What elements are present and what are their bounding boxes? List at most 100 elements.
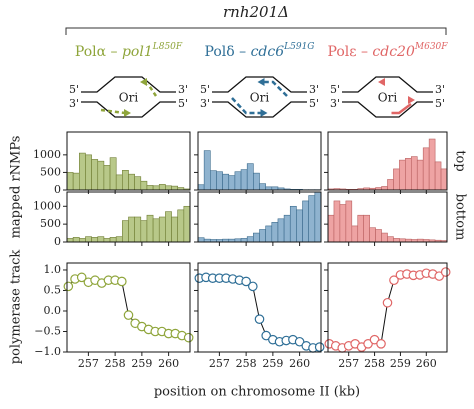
bar	[246, 163, 254, 191]
track-point	[63, 281, 74, 292]
arrow	[231, 97, 262, 115]
bar	[146, 214, 154, 243]
bar	[122, 170, 129, 191]
y-tick-label: 0.0	[44, 304, 62, 317]
title-prefix: Polε –	[327, 44, 372, 60]
title-allele: L591G	[283, 42, 314, 52]
bar	[115, 174, 123, 191]
bar	[393, 168, 400, 191]
bar	[387, 236, 394, 243]
bar	[428, 138, 436, 191]
bar	[171, 185, 179, 191]
bar	[422, 147, 430, 191]
bar	[152, 218, 160, 243]
bar	[134, 216, 142, 243]
bar	[85, 154, 92, 191]
strand	[342, 101, 433, 118]
strand	[81, 76, 176, 93]
bar	[146, 185, 154, 191]
track-point	[314, 342, 325, 352]
title-gene: cdc20	[372, 44, 415, 60]
track-point	[248, 281, 258, 292]
title-gene: cdc6	[251, 44, 285, 60]
x-label: position on chromosome II (kb)	[154, 385, 360, 400]
title-gene: pol1	[122, 44, 153, 60]
strand-end: 5'	[330, 83, 340, 96]
figure-title: rnh201Δ	[223, 3, 289, 21]
bar	[183, 205, 191, 243]
y-tick-label: 1000	[33, 148, 61, 161]
bar	[240, 238, 248, 243]
bar	[97, 236, 105, 243]
arrow	[263, 80, 288, 97]
x-tick-label: 259	[131, 357, 152, 370]
arrow-head	[124, 109, 131, 117]
bar	[122, 220, 129, 243]
bar	[234, 171, 242, 191]
y-tick-label: 1000	[33, 199, 61, 212]
panel-frame	[197, 191, 322, 243]
track-point	[241, 276, 251, 287]
bar	[128, 173, 135, 191]
y-tick-label: 500	[40, 165, 61, 178]
panel-frame	[66, 131, 191, 191]
bar	[158, 216, 166, 243]
track-line	[329, 271, 446, 349]
strand-end: 3'	[178, 83, 188, 96]
bar	[327, 214, 335, 243]
x-tick-label: 259	[262, 357, 283, 370]
y-label: mapped rNMPs	[9, 136, 24, 239]
track-point	[183, 332, 194, 343]
bar	[216, 171, 223, 191]
bar	[134, 176, 142, 191]
bar	[140, 180, 148, 191]
y-tick-label: 1.0	[44, 263, 62, 276]
panel-frame	[197, 262, 322, 353]
bar	[410, 156, 418, 191]
arrow-head	[378, 78, 385, 86]
panel-frame	[327, 131, 448, 191]
arrow-head	[257, 78, 265, 86]
bar	[246, 236, 254, 243]
strand-end: 3'	[69, 97, 79, 110]
bar	[434, 161, 442, 191]
x-tick-label: 260	[416, 357, 437, 370]
panel-frame	[197, 131, 322, 191]
bar	[210, 170, 217, 191]
strand-end: 3'	[200, 97, 210, 110]
bar	[405, 158, 412, 191]
strand-end: 3'	[309, 83, 319, 96]
x-tick-label: 259	[390, 357, 411, 370]
bar	[203, 150, 211, 191]
bar	[66, 238, 74, 243]
arrow	[100, 108, 126, 115]
bar	[357, 214, 364, 243]
y-label: polymerase track	[9, 250, 24, 365]
bar	[158, 184, 166, 191]
bar	[253, 172, 260, 191]
bar	[165, 185, 172, 191]
track-point	[76, 272, 87, 283]
bar	[66, 172, 74, 191]
column-title: Polα – pol1L850F	[75, 42, 183, 61]
bar	[97, 160, 105, 191]
bar	[381, 186, 388, 191]
bar	[289, 205, 297, 243]
bar	[314, 191, 322, 243]
arrow-head	[140, 78, 147, 86]
bar	[103, 238, 111, 243]
ori-label: Ori	[250, 91, 270, 105]
track-point	[440, 267, 451, 277]
ori-label: Ori	[378, 91, 398, 105]
y-tick-label: 0	[54, 183, 61, 196]
bar	[165, 211, 172, 243]
panel-frame	[66, 262, 191, 353]
y-tick-label: −1.0	[34, 345, 61, 358]
bar	[103, 165, 111, 191]
title-prefix: Polα –	[75, 44, 122, 60]
bar	[152, 185, 160, 191]
panel-frame	[66, 191, 191, 243]
x-tick-label: 258	[236, 357, 257, 370]
arrow	[146, 83, 158, 97]
